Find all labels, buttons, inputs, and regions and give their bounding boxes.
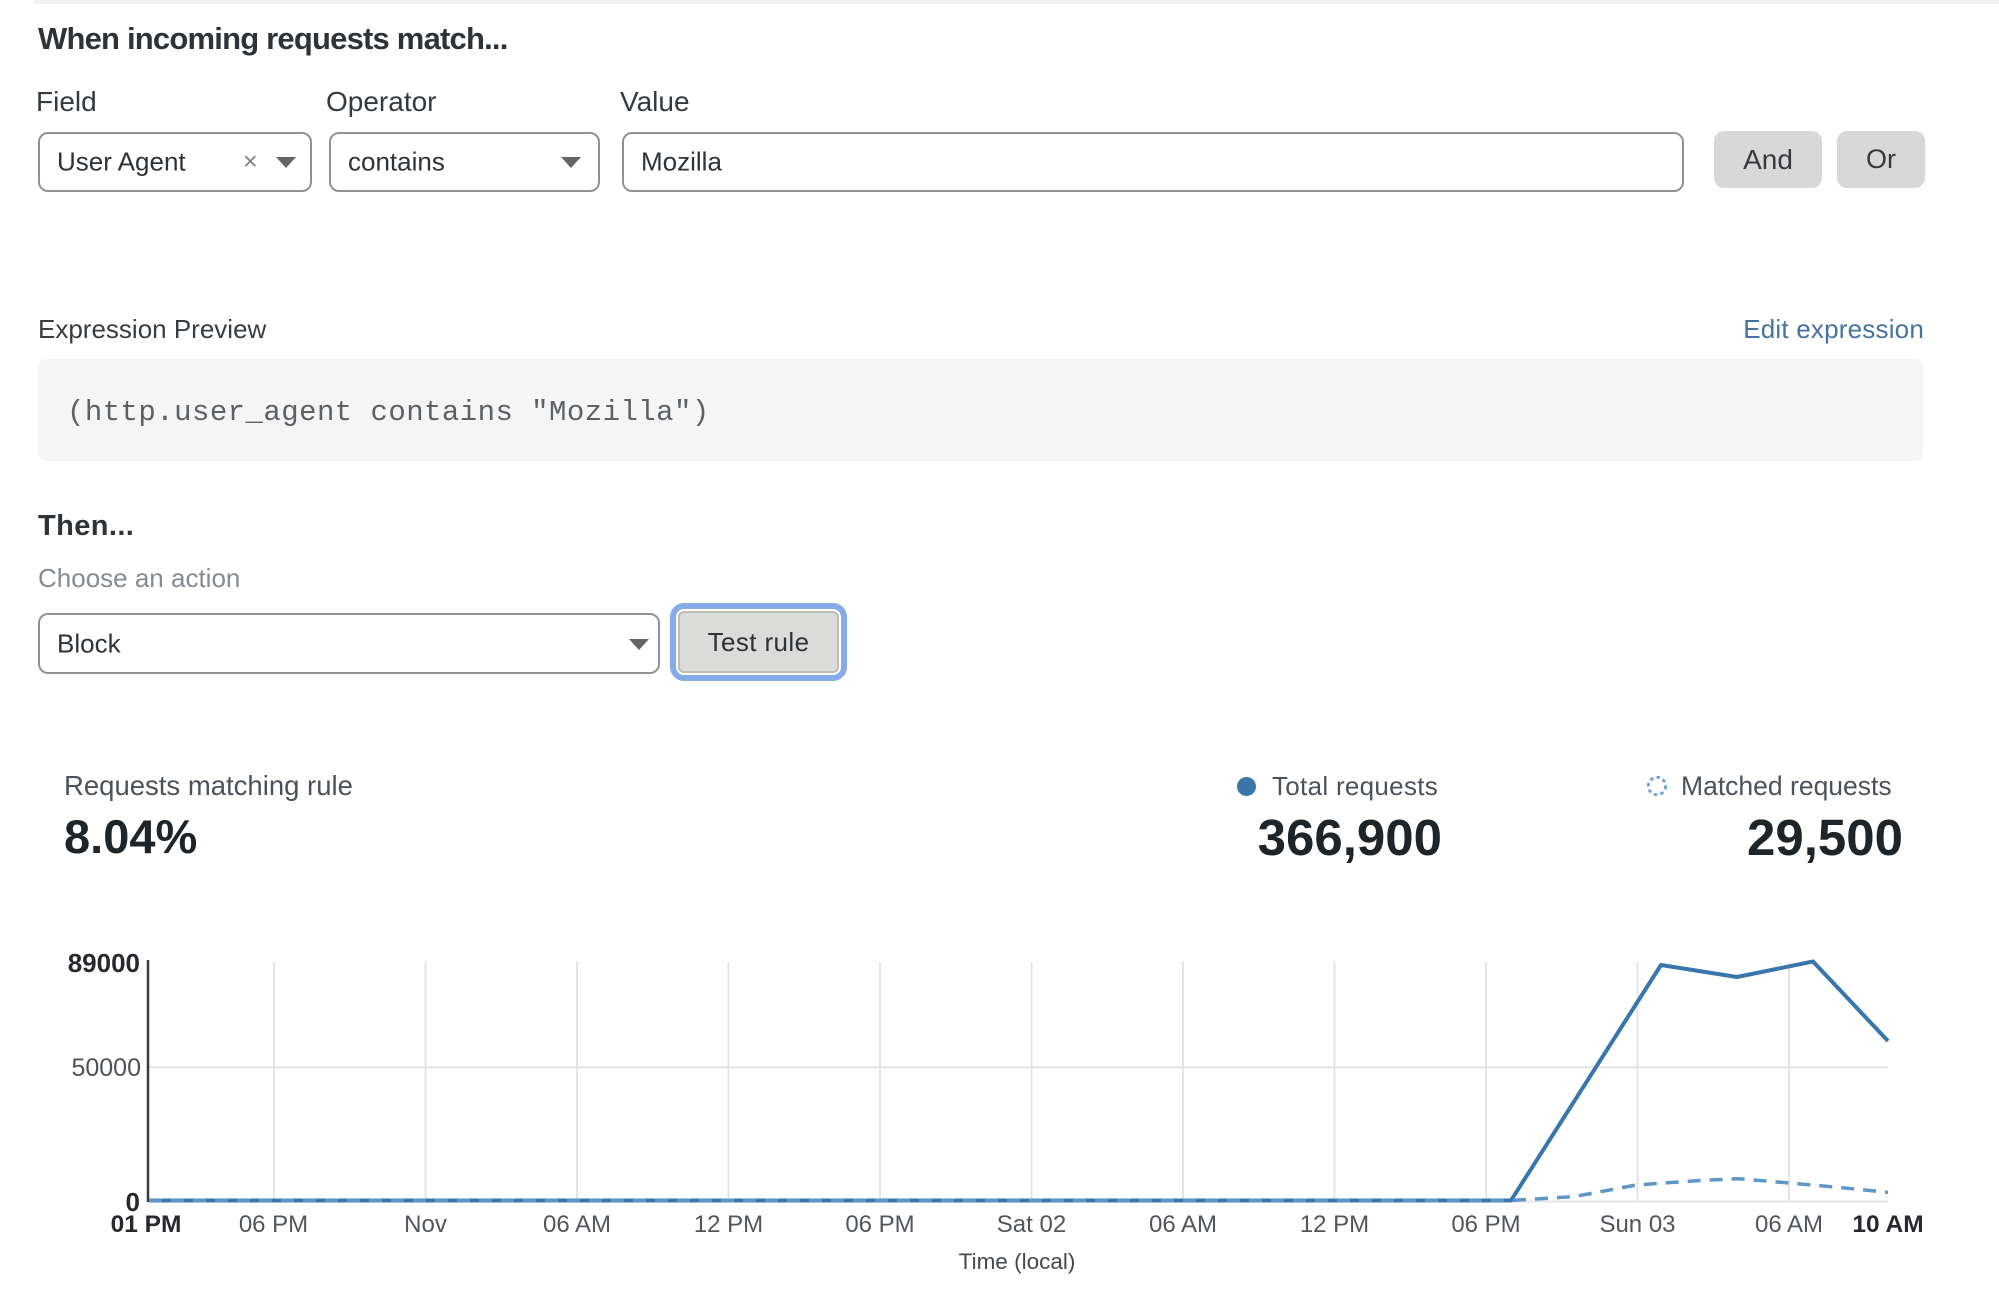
svg-text:06 AM: 06 AM [1149, 1211, 1217, 1238]
svg-text:0: 0 [126, 1187, 140, 1217]
svg-text:50000: 50000 [71, 1054, 141, 1082]
svg-text:06 PM: 06 PM [1451, 1211, 1520, 1238]
svg-text:12 PM: 12 PM [1300, 1211, 1369, 1238]
svg-text:12 PM: 12 PM [694, 1211, 763, 1238]
svg-text:Sun 03: Sun 03 [1599, 1211, 1675, 1238]
svg-text:89000: 89000 [68, 948, 140, 978]
svg-text:06 PM: 06 PM [239, 1211, 308, 1238]
svg-text:01 PM: 01 PM [111, 1211, 182, 1238]
svg-text:06 AM: 06 AM [543, 1211, 611, 1238]
svg-text:06 PM: 06 PM [845, 1211, 914, 1238]
svg-text:06 AM: 06 AM [1755, 1211, 1823, 1238]
svg-text:10 AM: 10 AM [1852, 1211, 1923, 1238]
svg-text:Time (local): Time (local) [959, 1249, 1076, 1274]
svg-text:Sat 02: Sat 02 [997, 1211, 1066, 1238]
svg-text:Nov: Nov [404, 1211, 447, 1238]
